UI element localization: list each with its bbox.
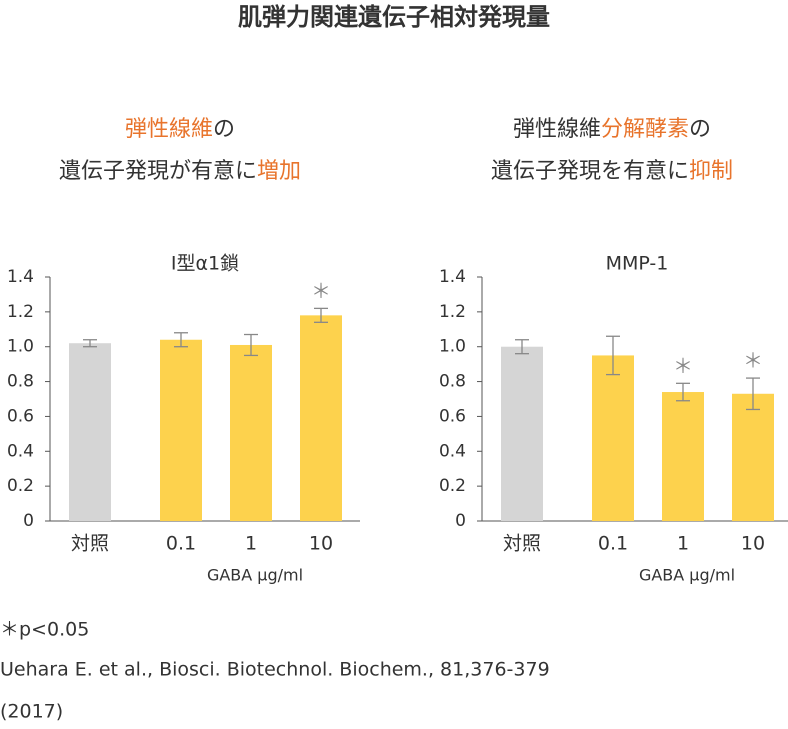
y-tick-label: 0.6 (439, 406, 466, 426)
y-tick-label: 1.0 (439, 337, 466, 357)
x-axis-label: GABA μg/ml (639, 566, 735, 585)
subtitle-segment: 弾性線維 (125, 117, 213, 142)
subtitle: 弾性線維分解酵素の (513, 117, 711, 142)
y-tick-label: 1.2 (7, 302, 34, 322)
error-bar (83, 339, 97, 348)
significance-mark: ＊ (311, 279, 331, 303)
bar (69, 343, 111, 521)
subtitle-segment: 遺伝子発現を有意に (491, 159, 689, 184)
y-tick-label: 0 (23, 511, 34, 531)
bar (160, 339, 202, 521)
x-tick-label: 10 (741, 533, 765, 555)
error-bar (515, 339, 529, 355)
y-tick-label: 0.6 (7, 406, 34, 426)
y-tick-label: 0.4 (7, 441, 34, 461)
error-bar (314, 307, 328, 323)
subtitle: 遺伝子発現が有意に増加 (59, 159, 301, 184)
subtitle-segment: 抑制 (689, 159, 733, 184)
y-tick-label: 1.4 (7, 267, 34, 287)
x-tick-label: 対照 (503, 533, 541, 555)
y-tick-label: 1.2 (439, 302, 466, 322)
error-bar (244, 333, 258, 357)
footnote: ＊p<0.05 (0, 619, 89, 641)
error-bar (746, 377, 760, 411)
subtitle-segment: 弾性線維 (513, 117, 601, 142)
y-tick-label: 0.2 (439, 476, 466, 496)
bar (732, 393, 774, 521)
x-tick-label: 対照 (71, 533, 109, 555)
subtitle-segment: 分解酵素 (601, 117, 689, 142)
footnote: Uehara E. et al., Biosci. Biotechnol. Bi… (0, 659, 550, 681)
subtitle-segment: の (689, 117, 711, 142)
bar (501, 346, 543, 521)
y-tick-label: 0.8 (7, 372, 34, 392)
y-tick-label: 1.0 (7, 337, 34, 357)
chart-title: I型α1鎖 (171, 253, 239, 275)
error-bar (606, 335, 620, 376)
x-tick-label: 10 (309, 533, 333, 555)
bar (230, 344, 272, 521)
subtitle-segment: 遺伝子発現が有意に (59, 159, 257, 184)
x-tick-label: 0.1 (598, 533, 628, 555)
y-tick-label: 0.8 (439, 372, 466, 392)
subtitle: 遺伝子発現を有意に抑制 (491, 159, 733, 184)
y-tick-label: 0.4 (439, 441, 466, 461)
significance-mark: ＊ (743, 349, 763, 373)
y-tick-label: 1.4 (439, 267, 466, 287)
subtitle-segment: 増加 (257, 159, 301, 184)
footnote: (2017) (0, 701, 63, 723)
chart-title: MMP-1 (606, 253, 669, 275)
error-bar (174, 332, 188, 348)
bar (592, 355, 634, 521)
x-tick-label: 1 (245, 533, 257, 555)
significance-mark: ＊ (673, 354, 693, 378)
subtitle-segment: の (213, 117, 235, 142)
y-tick-label: 0 (455, 511, 466, 531)
error-bar (676, 382, 690, 402)
subtitle: 弾性線維の (125, 117, 235, 142)
y-tick-label: 0.2 (7, 476, 34, 496)
x-axis-label: GABA μg/ml (207, 566, 303, 585)
bar (300, 315, 342, 521)
x-tick-label: 0.1 (166, 533, 196, 555)
x-tick-label: 1 (677, 533, 689, 555)
main-title: 肌弾力関連遺伝子相対発現量 (238, 3, 550, 31)
bar (662, 392, 704, 521)
